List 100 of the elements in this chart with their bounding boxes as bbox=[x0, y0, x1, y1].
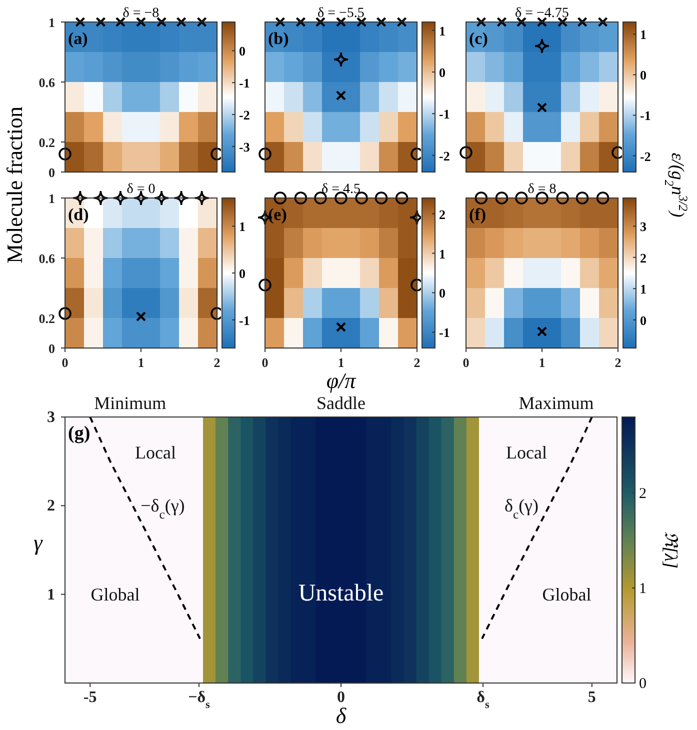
annotation: (g) bbox=[68, 423, 90, 444]
text: Minimum bbox=[94, 393, 166, 414]
y-tick-label: 0 bbox=[48, 165, 55, 180]
color-bar-label: -1 bbox=[239, 312, 250, 328]
point bbox=[72, 190, 88, 206]
point bbox=[58, 307, 72, 320]
color-bar-label: -1 bbox=[640, 108, 651, 124]
line-series bbox=[481, 416, 593, 640]
color-bar-label: 0 bbox=[439, 286, 446, 301]
chart-title: δ = −5.5 bbox=[318, 6, 364, 21]
point bbox=[460, 146, 472, 159]
point bbox=[173, 190, 190, 206]
chart-title: δ = −8 bbox=[122, 6, 160, 21]
point bbox=[314, 192, 327, 204]
y-tick-label: 0.6 bbox=[38, 75, 56, 90]
color-bar-label: 1 bbox=[439, 23, 446, 38]
color-bar-label: -2 bbox=[640, 148, 651, 164]
y-tick-label: 0 bbox=[48, 341, 55, 356]
y-tick-label: 3 bbox=[47, 409, 55, 426]
point bbox=[258, 148, 272, 160]
annotation: (f) bbox=[469, 205, 486, 224]
color-bar-label: 1 bbox=[639, 581, 646, 597]
y-tick-label: 1 bbox=[48, 15, 55, 30]
x-axis-title: φ/π bbox=[326, 368, 357, 393]
color-bar-title: ℜ[λ] bbox=[661, 532, 681, 568]
color-bar-label: 2 bbox=[639, 486, 646, 502]
color-bar-label: -1 bbox=[439, 325, 450, 340]
annotation: Global bbox=[542, 584, 592, 604]
chart-title: δ = −4.75 bbox=[515, 6, 569, 21]
chart-title: δ = 4.5 bbox=[322, 182, 360, 197]
point bbox=[374, 192, 388, 204]
point bbox=[334, 192, 348, 204]
color-bar-label: 0 bbox=[439, 65, 446, 80]
annotation: (c) bbox=[469, 29, 488, 48]
color-bar-label: 0 bbox=[640, 68, 646, 83]
annotation: (b) bbox=[268, 29, 289, 48]
line-series bbox=[89, 416, 201, 640]
color-bar-label: 1 bbox=[640, 27, 646, 42]
annotation: δ$_{c}$(γ) bbox=[504, 496, 539, 522]
point bbox=[612, 146, 622, 159]
x-tick-label: 0 bbox=[262, 355, 268, 370]
point bbox=[333, 52, 349, 68]
annotation: (d) bbox=[68, 205, 89, 224]
point bbox=[258, 278, 272, 292]
y-axis-title: Molecule fraction bbox=[2, 106, 27, 264]
chart-title: δ = 0 bbox=[126, 182, 156, 197]
point bbox=[133, 190, 149, 206]
y-tick-label: 0.6 bbox=[38, 251, 56, 266]
color-bar-label: 1 bbox=[239, 219, 246, 234]
annotation: Unstable bbox=[298, 580, 384, 606]
y-tick-label: 0.2 bbox=[38, 135, 55, 150]
color-bar-label: -1 bbox=[239, 76, 250, 91]
x-tick-label: 0 bbox=[62, 355, 68, 370]
annotation: (a) bbox=[68, 29, 88, 48]
color-bar-label: -2 bbox=[239, 108, 250, 123]
color-bar-label: -3 bbox=[239, 139, 250, 154]
color-bar-label: 0 bbox=[239, 44, 246, 59]
point bbox=[112, 190, 128, 206]
point bbox=[410, 148, 421, 160]
x-tick-label: 2 bbox=[214, 355, 220, 370]
x-tick-label: 1 bbox=[338, 355, 344, 370]
x-axis-title: δ bbox=[336, 703, 347, 728]
annotation: −δ$_{c}$(γ) bbox=[140, 496, 185, 522]
point bbox=[154, 190, 170, 206]
x-tick-label: 5 bbox=[588, 689, 596, 706]
text: Maximum bbox=[518, 393, 594, 414]
x-tick-label: -5 bbox=[83, 689, 97, 706]
point bbox=[194, 190, 210, 206]
x-tick-label: 0 bbox=[337, 689, 345, 706]
color-bar-label: 2 bbox=[640, 250, 646, 266]
color-bar-label: 3 bbox=[640, 219, 647, 234]
y-tick-label: 0.2 bbox=[38, 311, 55, 326]
annotation: (e) bbox=[268, 205, 287, 224]
y-tick-label: 1 bbox=[47, 586, 55, 604]
x-tick-label: δ$_{s}$ bbox=[476, 689, 490, 711]
x-tick-label: −δ$_{s}$ bbox=[188, 689, 211, 711]
x-tick-label: 2 bbox=[614, 355, 622, 370]
chart-title: δ = 8 bbox=[528, 182, 556, 197]
color-bar-label: 0 bbox=[639, 676, 646, 692]
color-bar-label: -1 bbox=[439, 106, 450, 122]
annotation: Local bbox=[135, 442, 176, 462]
y-tick-label: 2 bbox=[47, 498, 55, 515]
color-bar-label: 2 bbox=[439, 206, 446, 222]
y-axis-title: γ bbox=[34, 530, 44, 555]
point bbox=[534, 38, 550, 54]
color-bar-label: -2 bbox=[439, 148, 450, 164]
color-bar-label: 1 bbox=[439, 246, 446, 262]
point bbox=[210, 307, 221, 320]
annotation: Global bbox=[90, 584, 140, 604]
point bbox=[274, 192, 287, 204]
x-tick-label: 2 bbox=[414, 355, 420, 370]
x-tick-label: 1 bbox=[538, 355, 546, 370]
y-tick-label: 1 bbox=[48, 191, 55, 206]
point bbox=[92, 190, 109, 206]
x-tick-label: 0 bbox=[462, 355, 470, 370]
point bbox=[355, 192, 368, 204]
point bbox=[294, 192, 308, 204]
text: Saddle bbox=[316, 393, 366, 414]
color-bar-label: 1 bbox=[640, 282, 646, 297]
point bbox=[395, 192, 408, 204]
